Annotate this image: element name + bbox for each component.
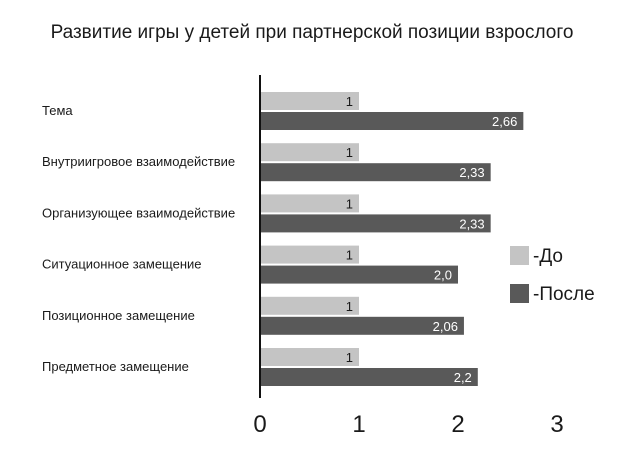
bar-after: [261, 265, 458, 284]
data-label: 2,0: [434, 268, 452, 283]
data-label: 1: [346, 350, 353, 365]
data-label: 1: [346, 196, 353, 211]
data-label: 1: [346, 248, 353, 263]
bar-before: [261, 245, 359, 264]
x-tick-label: 2: [451, 411, 464, 438]
bar-after: [261, 112, 524, 130]
category-label: Тема: [42, 103, 73, 118]
bar-after: [261, 368, 478, 386]
data-label: 2,66: [492, 114, 517, 129]
category-label: Позиционное замещение: [42, 308, 195, 323]
legend-swatch: [510, 246, 529, 265]
legend-label: -До: [533, 246, 563, 267]
data-label: 2,33: [459, 216, 484, 231]
data-label: 2,06: [433, 319, 458, 334]
bar-before: [261, 143, 359, 162]
x-tick-label: 0: [253, 411, 266, 438]
bar-after: [261, 214, 491, 233]
category-label: Организующее взаимодействие: [42, 205, 235, 220]
data-label: 1: [346, 145, 353, 160]
bar-after: [261, 316, 464, 335]
category-label: Предметное замещение: [42, 359, 189, 374]
data-label: 1: [346, 94, 353, 109]
bar-before: [261, 296, 359, 315]
category-label: Ситуационное замещение: [42, 257, 202, 272]
x-tick-label: 1: [352, 411, 365, 438]
data-label: 1: [346, 299, 353, 314]
legend-label: -После: [533, 284, 595, 305]
data-label: 2,33: [459, 165, 484, 180]
legend-swatch: [510, 284, 529, 303]
data-label: 2,2: [454, 370, 472, 385]
x-tick-label: 3: [550, 411, 563, 438]
bar-after: [261, 163, 491, 182]
bar-before: [261, 194, 359, 213]
bar-before: [261, 348, 359, 366]
bar-before: [261, 92, 359, 110]
category-label: Внутриигровое взаимодействие: [42, 154, 235, 169]
chart-title: Развитие игры у детей при партнерской по…: [50, 22, 574, 43]
